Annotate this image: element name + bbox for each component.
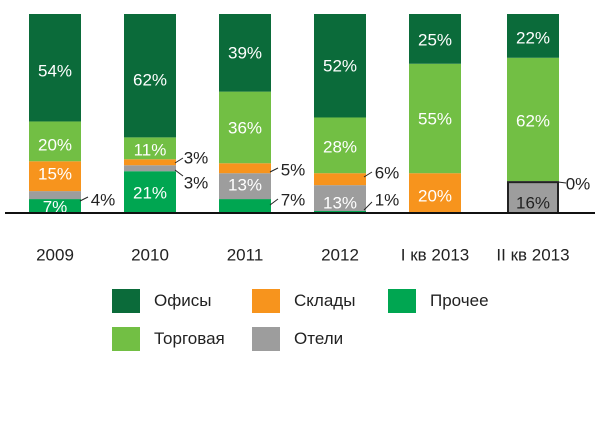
bar-segment bbox=[409, 14, 461, 64]
data-label: 22% bbox=[516, 29, 550, 48]
data-label: 28% bbox=[323, 138, 357, 157]
leader-line bbox=[363, 201, 373, 211]
leader-line bbox=[363, 171, 373, 178]
bar-segment bbox=[314, 185, 366, 212]
bar-segment bbox=[124, 137, 176, 160]
bar-segment bbox=[124, 159, 176, 166]
data-label: 54% bbox=[38, 62, 72, 81]
leader-line bbox=[174, 157, 184, 164]
bar-segment bbox=[29, 161, 81, 192]
data-label: 39% bbox=[228, 44, 262, 63]
leader-line bbox=[557, 181, 567, 184]
leader-line bbox=[269, 167, 279, 173]
data-label: 52% bbox=[323, 57, 357, 76]
data-label: 36% bbox=[228, 119, 262, 138]
data-label: 62% bbox=[516, 112, 550, 131]
bar-segment bbox=[507, 57, 559, 182]
leader-line bbox=[174, 169, 184, 177]
x-tick-label: 2012 bbox=[321, 246, 359, 265]
x-tick-label: 2010 bbox=[131, 246, 169, 265]
x-tick-label: 2009 bbox=[36, 246, 74, 265]
data-label: 20% bbox=[418, 187, 452, 206]
leader-line bbox=[79, 196, 89, 202]
leader-line bbox=[269, 198, 279, 206]
bar-segment bbox=[507, 14, 559, 58]
data-label: 16% bbox=[516, 194, 550, 213]
data-label: 62% bbox=[133, 71, 167, 90]
bar-segment bbox=[219, 91, 271, 164]
x-tick-label: I кв 2013 bbox=[401, 246, 469, 265]
data-label: 7% bbox=[281, 191, 306, 210]
data-label: 25% bbox=[418, 31, 452, 50]
data-label: 55% bbox=[418, 110, 452, 129]
bar-segment bbox=[314, 14, 366, 118]
data-label: 3% bbox=[184, 174, 209, 193]
bar-segment bbox=[314, 173, 366, 186]
bar-segment bbox=[219, 163, 271, 174]
data-label: 21% bbox=[133, 184, 167, 203]
bar-segment bbox=[409, 63, 461, 174]
bar-segment bbox=[219, 14, 271, 92]
bar-segment bbox=[314, 117, 366, 174]
bar-outline bbox=[507, 181, 559, 215]
x-tick-label: II кв 2013 bbox=[496, 246, 569, 265]
data-label: 7% bbox=[43, 198, 68, 217]
bar-segment bbox=[124, 165, 176, 172]
bar-segment bbox=[29, 191, 81, 200]
data-label: 13% bbox=[323, 194, 357, 213]
bar-segment bbox=[29, 199, 81, 213]
x-tick-label: 2011 bbox=[227, 246, 264, 265]
data-label: 0% bbox=[566, 175, 591, 194]
data-label: 1% bbox=[375, 191, 400, 210]
data-label: 20% bbox=[38, 136, 72, 155]
data-label: 13% bbox=[228, 176, 262, 195]
data-label: 3% bbox=[184, 149, 209, 168]
bar-segment bbox=[29, 121, 81, 162]
bar-segment bbox=[124, 171, 176, 213]
bar-segment bbox=[409, 173, 461, 213]
data-label: 11% bbox=[134, 141, 167, 160]
data-label: 4% bbox=[91, 191, 116, 210]
data-label: 6% bbox=[375, 164, 400, 183]
bar-segment bbox=[219, 199, 271, 213]
data-label: 15% bbox=[38, 165, 72, 184]
data-label: 5% bbox=[281, 161, 306, 180]
bar-segment bbox=[29, 14, 81, 122]
bar-segment bbox=[124, 14, 176, 138]
bar-segment bbox=[219, 173, 271, 200]
